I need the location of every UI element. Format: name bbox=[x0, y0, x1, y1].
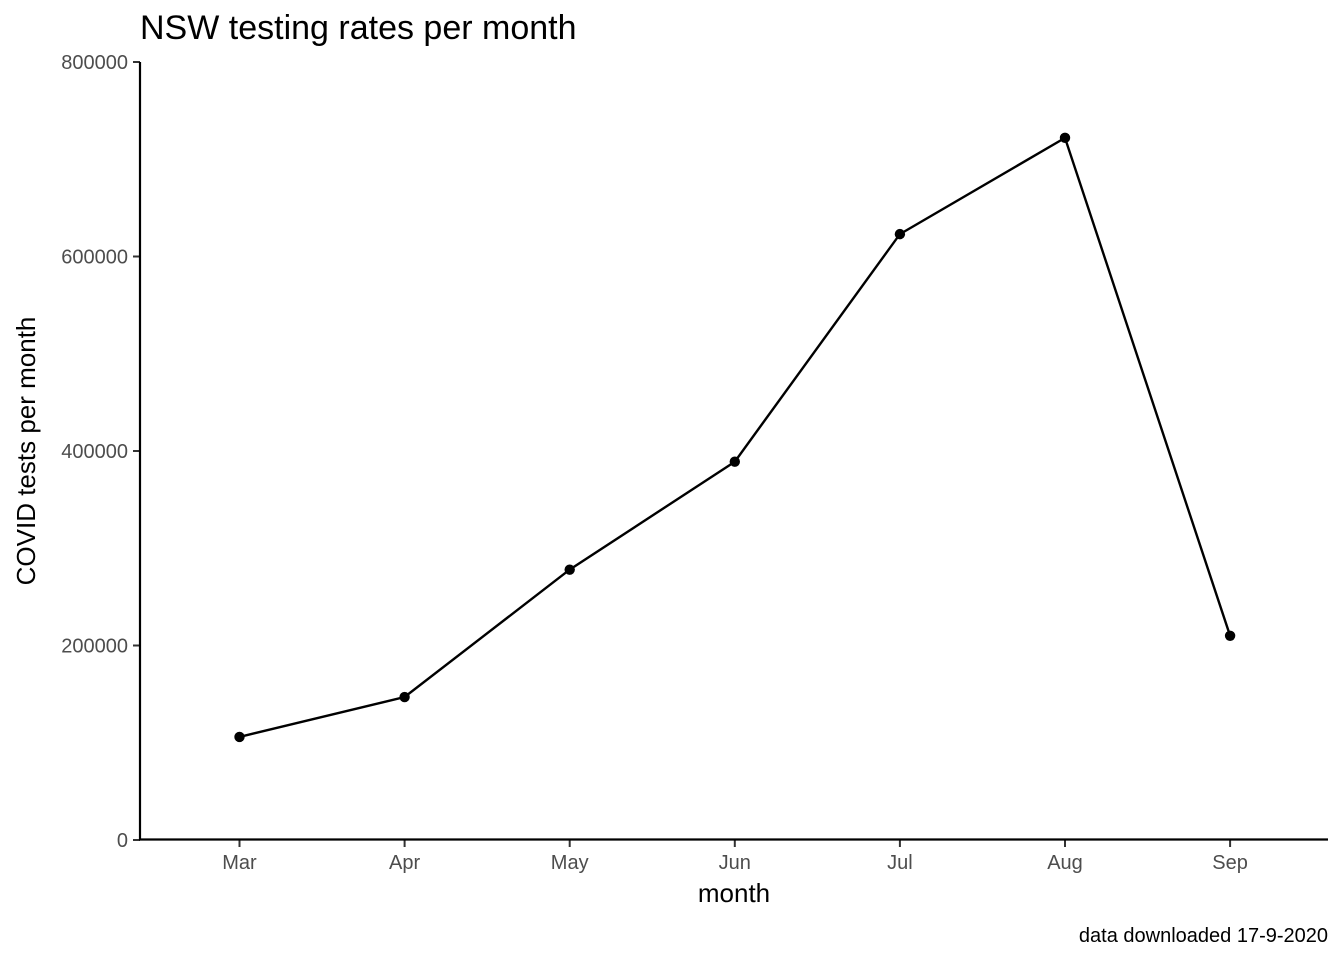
data-point-sep bbox=[1224, 630, 1236, 641]
data-point-mar bbox=[234, 731, 245, 743]
x-tick-label: Jul bbox=[887, 852, 913, 874]
x-tick-label: Sep bbox=[1212, 852, 1248, 874]
x-tick-label: Aug bbox=[1047, 852, 1083, 874]
data-point-jul bbox=[894, 228, 906, 240]
x-tick-label: Jun bbox=[719, 852, 751, 874]
x-axis-ticks: Mar Apr May Jun Jul Aug Sep bbox=[222, 840, 1248, 874]
x-axis-title: month bbox=[698, 878, 770, 908]
data-point-apr bbox=[399, 691, 410, 703]
y-tick-label: 800000 bbox=[61, 52, 128, 74]
y-tick-label: 0 bbox=[117, 830, 128, 852]
x-tick-label: Apr bbox=[389, 852, 420, 874]
data-point-jun bbox=[729, 456, 740, 467]
x-tick-label: Mar bbox=[222, 852, 257, 874]
data-point-aug bbox=[1059, 132, 1071, 144]
data-caption: data downloaded 17-9-2020 bbox=[1079, 925, 1328, 947]
y-axis-title: COVID tests per month bbox=[11, 317, 41, 586]
y-tick-label: 200000 bbox=[61, 636, 128, 658]
x-tick-label: May bbox=[551, 852, 589, 874]
data-points bbox=[234, 132, 1236, 743]
data-point-may bbox=[564, 564, 575, 575]
y-axis-ticks: 0 200000 400000 600000 800000 bbox=[61, 52, 140, 852]
series-line bbox=[239, 136, 1232, 739]
y-tick-label: 600000 bbox=[61, 247, 128, 269]
y-tick-label: 400000 bbox=[61, 441, 128, 463]
chart-title: NSW testing rates per month bbox=[140, 9, 577, 47]
